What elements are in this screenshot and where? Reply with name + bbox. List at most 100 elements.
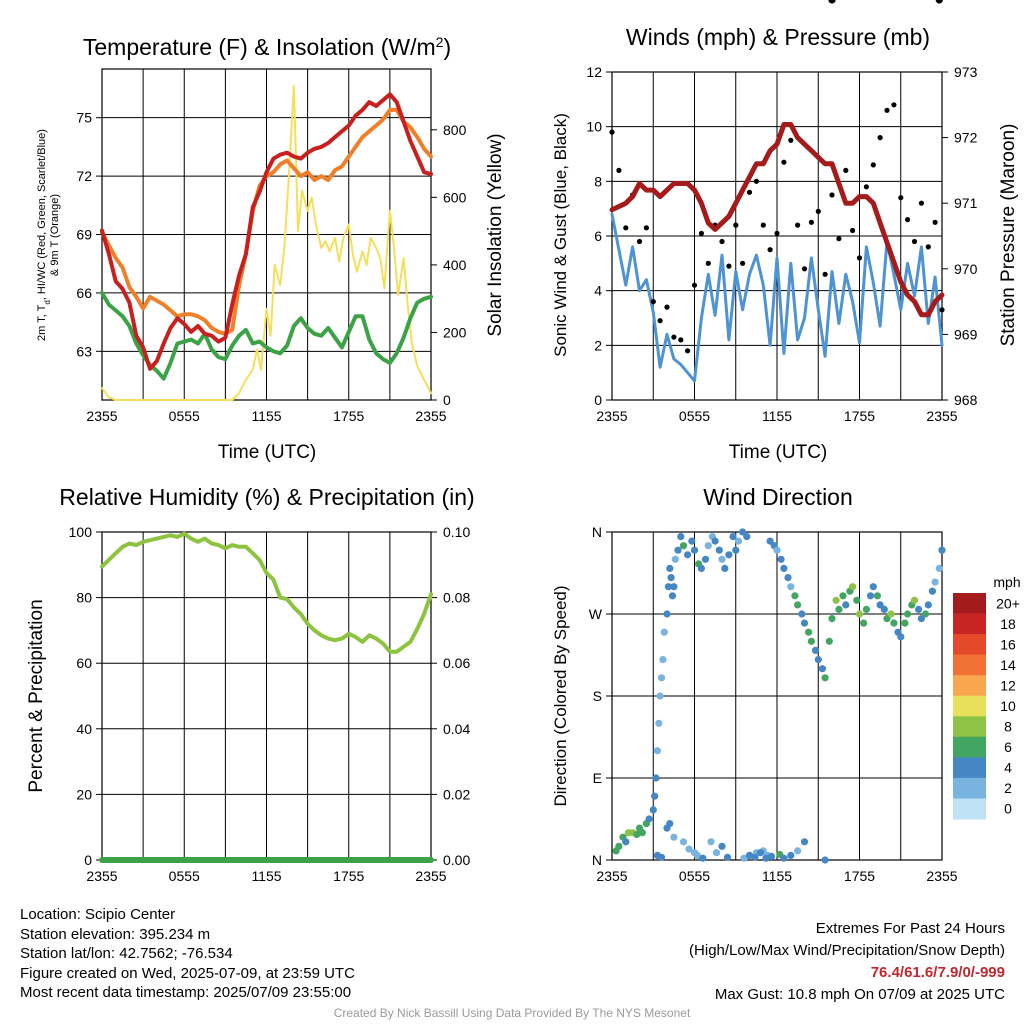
direction-point bbox=[787, 583, 795, 591]
gust-point bbox=[616, 167, 622, 173]
direction-point bbox=[800, 619, 809, 627]
gust-point bbox=[905, 217, 911, 223]
gust-point bbox=[746, 189, 753, 195]
rh-ytick-label: 100 bbox=[69, 524, 93, 540]
direction-point bbox=[732, 546, 740, 554]
direction-point bbox=[615, 842, 623, 850]
direction-point bbox=[711, 537, 719, 545]
direction-point bbox=[721, 564, 729, 573]
gust-point bbox=[808, 219, 815, 225]
gust-point bbox=[609, 129, 615, 135]
colorbar-label: 14 bbox=[1000, 657, 1016, 673]
direction-point bbox=[935, 564, 943, 573]
direction-point bbox=[866, 592, 875, 600]
direction-point bbox=[928, 587, 937, 595]
direction-point bbox=[910, 596, 919, 604]
rh-ytick-right-label: 0.02 bbox=[443, 786, 470, 802]
station-info: Location: Scipio Center Station elevatio… bbox=[20, 905, 355, 1003]
direction-point bbox=[652, 774, 660, 782]
gust-point bbox=[636, 238, 643, 245]
dir-ytick-label: N bbox=[592, 852, 602, 868]
direction-point bbox=[904, 610, 912, 618]
wind-ytick-label: 8 bbox=[594, 173, 602, 189]
direction-point bbox=[938, 546, 946, 554]
direction-point bbox=[780, 854, 788, 862]
direction-point bbox=[701, 555, 710, 563]
wind-ytick-right-label: 973 bbox=[954, 64, 978, 80]
direction-point bbox=[921, 610, 930, 618]
gust-point bbox=[918, 200, 925, 206]
direction-point bbox=[657, 674, 666, 682]
direction-point bbox=[663, 610, 671, 618]
rh-ytick-label: 20 bbox=[76, 786, 92, 802]
direction-point bbox=[645, 815, 653, 823]
direction-point bbox=[915, 605, 923, 614]
winds-ylabel-right: Station Pressure (Maroon) bbox=[998, 124, 1019, 347]
gust-point bbox=[795, 222, 801, 228]
temp-ytick-right-label: 400 bbox=[443, 257, 467, 273]
direction-point bbox=[805, 628, 813, 636]
extremes-values: 76.4/61.6/7.9/0/-999 bbox=[870, 964, 1005, 981]
station-elevation: Station elevation: 395.234 m bbox=[20, 925, 211, 943]
direction-point bbox=[876, 601, 884, 609]
gust-point bbox=[836, 236, 842, 242]
direction-point bbox=[862, 605, 871, 614]
direction-point bbox=[685, 845, 693, 853]
wind-frame bbox=[611, 71, 943, 401]
rh-ytick-label: 60 bbox=[76, 655, 92, 671]
direction-point bbox=[821, 856, 829, 864]
direction-point bbox=[677, 533, 685, 541]
colorbar-label: 4 bbox=[1004, 760, 1012, 776]
colorbar-swatch bbox=[953, 695, 986, 717]
direction-point bbox=[668, 592, 677, 600]
direction-point bbox=[751, 853, 759, 861]
rh-xtick-label: 2355 bbox=[415, 868, 446, 884]
dir-xtick-label: 1155 bbox=[762, 868, 792, 884]
direction-point bbox=[791, 592, 799, 600]
wind-ytick-label: 0 bbox=[594, 392, 602, 408]
direction-point bbox=[679, 542, 688, 550]
winds-ylabel-left: Sonic Wind & Gust (Blue, Black) bbox=[551, 113, 570, 357]
rh-xtick-label: 1755 bbox=[333, 868, 364, 884]
direction-point bbox=[773, 546, 781, 554]
direction-point bbox=[756, 849, 765, 857]
direction-point bbox=[671, 555, 679, 563]
gust-point bbox=[863, 184, 870, 190]
humidity-ylabel-left: Percent & Precipitation bbox=[26, 599, 47, 792]
gust-point bbox=[822, 271, 828, 277]
direction-point bbox=[853, 596, 861, 604]
temp-ytick-label: 66 bbox=[76, 285, 92, 301]
direction-point bbox=[855, 610, 864, 618]
direction-point bbox=[807, 637, 816, 645]
direction-point bbox=[659, 656, 667, 664]
direction-point bbox=[869, 583, 877, 591]
rh-ytick-right-label: 0.04 bbox=[443, 721, 470, 737]
colorbar-swatch bbox=[953, 654, 986, 676]
gust-point bbox=[843, 167, 849, 173]
colorbar-swatch bbox=[953, 736, 986, 758]
rh-xtick-label: 2355 bbox=[86, 868, 117, 884]
colorbar-label: 20+ bbox=[996, 595, 1020, 611]
extremes-info: Extremes For Past 24 Hours (High/Low/Max… bbox=[689, 918, 1005, 1006]
rh-ytick-label: 80 bbox=[76, 590, 92, 606]
dir-ytick-label: E bbox=[593, 770, 602, 786]
colorbar-label: 18 bbox=[1000, 616, 1016, 632]
direction-point bbox=[674, 546, 682, 554]
colorbar-swatch bbox=[953, 613, 986, 635]
direction-point bbox=[798, 610, 806, 618]
gust-point bbox=[623, 225, 629, 231]
direction-point bbox=[723, 853, 732, 861]
direction-point bbox=[931, 578, 939, 586]
rh-xtick-label: 1155 bbox=[251, 868, 281, 884]
temperature-ylabel-right: Solar Insolation (Yellow) bbox=[485, 133, 506, 336]
direction-point bbox=[740, 854, 748, 862]
direction-point bbox=[666, 564, 674, 573]
rh-ytick-right-label: 0.00 bbox=[443, 852, 470, 868]
insolation-line bbox=[101, 84, 432, 401]
wind-direction-title: Wind Direction bbox=[703, 484, 853, 510]
direction-point bbox=[832, 596, 840, 604]
direction-point bbox=[883, 615, 891, 623]
rh-ytick-label: 40 bbox=[76, 721, 92, 737]
wind-direction-ylabel: Direction (Colored By Speed) bbox=[551, 585, 570, 806]
